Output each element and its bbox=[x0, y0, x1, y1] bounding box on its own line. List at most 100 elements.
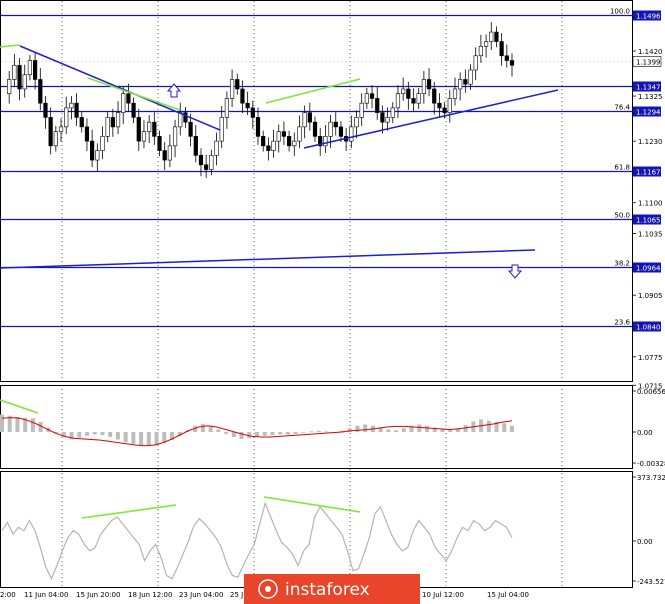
macd-bar bbox=[324, 431, 329, 433]
candle-body bbox=[157, 136, 162, 151]
candle-body bbox=[64, 107, 69, 128]
candle-body bbox=[354, 117, 359, 128]
price-panel[interactable] bbox=[0, 0, 633, 382]
price-tick-label: 1.1035 bbox=[638, 231, 663, 239]
candle-body bbox=[48, 117, 53, 147]
level-badge-text: 1.1347 bbox=[636, 84, 661, 92]
time-label: 25 J bbox=[230, 591, 243, 599]
price-tick-label: 1.1230 bbox=[638, 138, 663, 146]
macd-bar bbox=[394, 430, 399, 432]
cci-axis-top: 373.7321 bbox=[637, 474, 665, 482]
candle-body bbox=[473, 55, 478, 71]
long-uptrend-line[interactable] bbox=[0, 249, 536, 269]
candle-body bbox=[235, 79, 240, 90]
time-label: 15 Jun 20:00 bbox=[76, 591, 120, 599]
candle-body bbox=[22, 74, 27, 90]
candle-body bbox=[110, 117, 115, 128]
candle-body bbox=[167, 145, 172, 161]
level-price-badges: 1.1496 1.1347 1.1294 1.1167 1.1065 1.0964 1.08… bbox=[632, 10, 662, 332]
candle-body bbox=[297, 126, 302, 142]
candle-body bbox=[84, 126, 90, 142]
macd-bar bbox=[347, 428, 352, 432]
macd-signal-line bbox=[1, 417, 513, 447]
macd-bar bbox=[177, 432, 182, 436]
level-badge bbox=[633, 166, 661, 177]
fib-level-percent: 38.2 bbox=[614, 260, 630, 268]
candle-body bbox=[43, 102, 48, 118]
candle-body bbox=[105, 117, 110, 137]
macd-bar bbox=[247, 432, 252, 439]
candle-body bbox=[53, 131, 58, 147]
macd-bar bbox=[108, 432, 113, 437]
time-axis: 2:00 11 Jun 04:00 15 Jun 20:00 18 Jun 12… bbox=[0, 591, 529, 599]
candle-body bbox=[209, 155, 214, 170]
candle-body bbox=[188, 121, 193, 137]
divergence-line-price-3[interactable] bbox=[265, 78, 361, 104]
macd-bar bbox=[255, 432, 259, 437]
candle-body bbox=[338, 126, 344, 137]
candle-body bbox=[271, 140, 276, 151]
macd-bar bbox=[309, 431, 314, 433]
price-axis: 1.1420 1.1325 1.1230 1.1100 1.1035 1.0905 1.07… bbox=[632, 48, 663, 390]
candle-body bbox=[411, 98, 416, 104]
level-badge bbox=[633, 262, 661, 273]
level-badge-text: 1.0964 bbox=[636, 265, 661, 273]
candle-body bbox=[421, 79, 426, 94]
candle-body bbox=[276, 131, 281, 142]
fib-level-percent: 50.0 bbox=[614, 212, 630, 220]
macd-bar bbox=[77, 432, 82, 438]
macd-panel[interactable] bbox=[0, 385, 633, 469]
macd-bar bbox=[455, 428, 460, 432]
time-label: 15 Jul 04:00 bbox=[487, 591, 529, 599]
candle-body bbox=[79, 117, 84, 128]
candle-body bbox=[115, 112, 121, 128]
macd-bar bbox=[355, 425, 360, 432]
macd-bar bbox=[502, 423, 507, 432]
candle-body bbox=[58, 126, 64, 132]
divergence-line-price-1[interactable] bbox=[0, 44, 21, 48]
current-price-badge bbox=[632, 56, 662, 67]
time-label: 18 Jun 12:00 bbox=[128, 591, 172, 599]
candle-body bbox=[437, 102, 442, 109]
macd-bar bbox=[316, 430, 321, 432]
candle-body bbox=[214, 140, 219, 156]
arrow-up-outline-icon bbox=[166, 83, 182, 98]
macd-bar bbox=[200, 423, 205, 432]
macd-bar bbox=[100, 432, 105, 436]
candle-body bbox=[401, 88, 406, 94]
macd-bar bbox=[85, 432, 89, 436]
candle-body bbox=[452, 88, 458, 99]
watermark-text: instaforex bbox=[285, 580, 370, 600]
candle-body bbox=[349, 126, 354, 142]
time-label: 10 Jul 12:00 bbox=[422, 591, 464, 599]
uptrend-line[interactable] bbox=[303, 89, 559, 149]
level-badge bbox=[633, 81, 661, 92]
candle-body bbox=[219, 117, 224, 142]
cci-panel[interactable] bbox=[0, 471, 633, 588]
level-badge-text: 1.1065 bbox=[636, 217, 661, 225]
candle-body bbox=[318, 136, 323, 147]
macd-bar bbox=[92, 432, 97, 435]
candle-body bbox=[281, 131, 287, 137]
macd-bar bbox=[278, 432, 283, 435]
level-badge-text: 1.1496 bbox=[636, 13, 661, 21]
candle-body bbox=[74, 102, 79, 118]
fib-level-percent: 23.6 bbox=[614, 319, 630, 327]
candle-body bbox=[328, 121, 333, 137]
fib-level-percent: 76.4 bbox=[614, 104, 630, 112]
candle-body bbox=[152, 121, 157, 137]
candle-body bbox=[333, 121, 338, 128]
downtrend-line[interactable] bbox=[19, 45, 221, 131]
candle-body bbox=[312, 121, 318, 137]
cci-axis: 373.7321 0.00 -243.5270 bbox=[632, 474, 665, 586]
macd-bar bbox=[61, 432, 66, 437]
trend-lines[interactable] bbox=[0, 44, 559, 269]
macd-bar bbox=[7, 415, 12, 432]
divergence-line-price-2[interactable] bbox=[87, 77, 181, 111]
macd-bar bbox=[162, 432, 167, 444]
candle-body bbox=[380, 112, 385, 123]
candle-body bbox=[121, 93, 126, 113]
macd-bar bbox=[425, 425, 429, 432]
macd-bar bbox=[378, 427, 383, 432]
